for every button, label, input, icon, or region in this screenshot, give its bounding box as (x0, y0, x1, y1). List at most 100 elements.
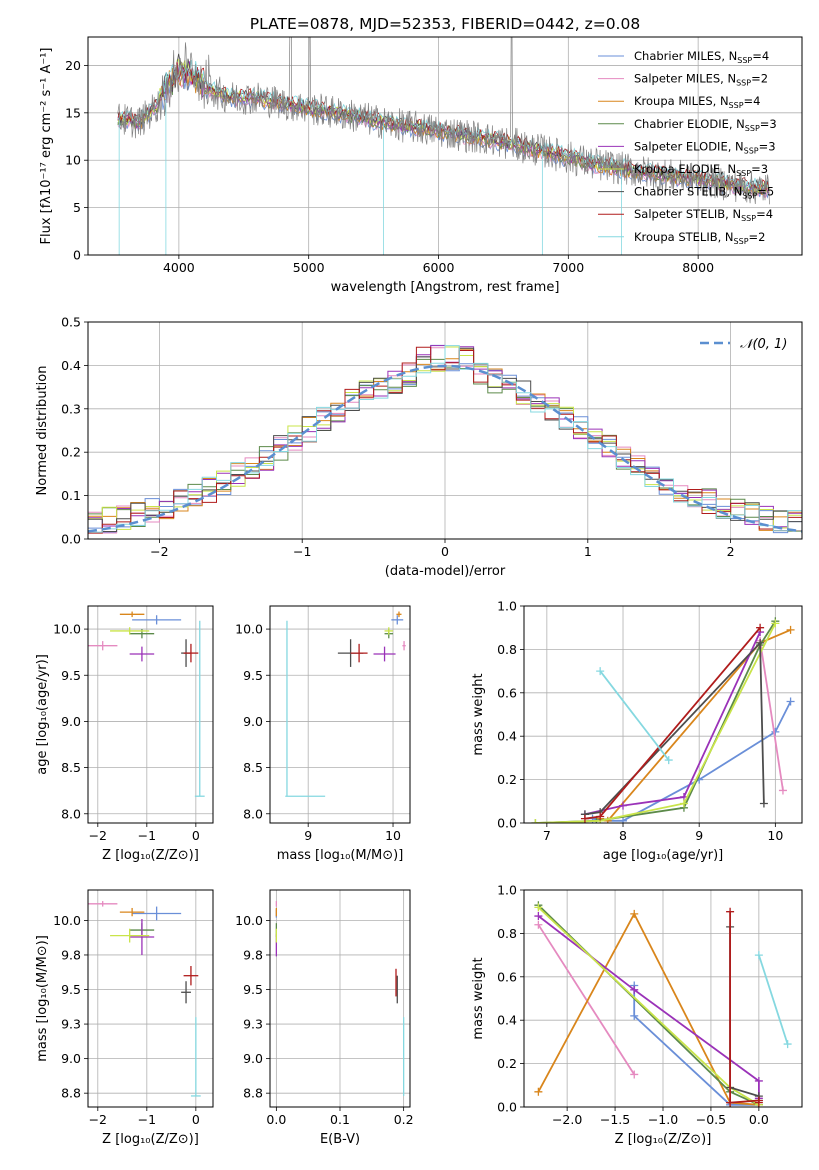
mass-weight-marker (754, 1076, 763, 1085)
mass-weight-marker (580, 814, 589, 823)
mass-weight-line (633, 985, 759, 1106)
mass-vs-Z-tick-label-y: 9.0 (61, 1051, 81, 1066)
gaussian-curve (88, 364, 802, 533)
legend-suffix: =3 (751, 162, 768, 176)
residuals-tick-label-y: 0.1 (61, 488, 81, 503)
histogram-step-line (88, 345, 802, 533)
legend-label: Salpeter STELIB, N (634, 207, 741, 221)
spectrum-model-line (117, 59, 770, 190)
legend-label: Kroupa STELIB, N (634, 230, 734, 244)
mass-vs-EBV-plot: 0.0 0.1 0.2 8.8 9.0 9.3 9.5 9.8 10.0 E(B-V) (235, 889, 414, 1147)
spectrum-tick-label-y: 20 (65, 58, 81, 73)
massweight-vs-age-tick-label-y: 0.6 (497, 685, 517, 700)
legend-suffix: =4 (752, 49, 769, 63)
massweight-vs-Z-tick-label-x: −0.5 (696, 1112, 726, 1127)
residuals-legend: 𝒩(0, 1) (700, 337, 787, 352)
mass-weight-marker (771, 619, 780, 628)
legend-entry: Chabrier STELIB, NSSP=5 (634, 185, 774, 201)
massweight-vs-age-tick-label-y: 0.0 (497, 816, 517, 831)
mass-vs-Z-ylabel: mass [log₁₀(M/M⊙)] (35, 935, 50, 1062)
mass-weight-marker (756, 623, 765, 632)
mass-vs-EBV-frame (269, 889, 411, 1108)
age-vs-mass-tick-label-y: 10.0 (235, 622, 263, 637)
massweight-vs-age-tick-label-y: 1.0 (497, 599, 517, 614)
residuals-tick-label-y: 0.0 (61, 532, 81, 547)
legend-label: Chabrier MILES, N (634, 49, 737, 63)
age-vs-mass-tick-label-x: 9 (304, 828, 312, 843)
massweight-vs-Z-frame (523, 889, 803, 1108)
legend-subscript: SSP (742, 192, 757, 201)
residuals-plot-area (88, 344, 802, 534)
mass-vs-Z-tick-label-y: 10.0 (53, 913, 81, 928)
legend-suffix: =3 (759, 139, 776, 153)
massweight-vs-age-tick-label-y: 0.4 (497, 729, 517, 744)
legend-suffix: =4 (744, 94, 761, 108)
mass-weight-marker (754, 951, 763, 960)
mass-weight-marker (534, 912, 543, 921)
massweight-vs-age-ylabel: mass weight (471, 673, 486, 755)
massweight-vs-age-xlabel: age [log₁₀(age/yr)] (603, 848, 724, 863)
spectrum-tick-label-y: 0 (73, 248, 81, 263)
mass-weight-marker (619, 801, 628, 810)
massweight-vs-Z-plot: −2.0 −1.5 −1.0 −0.5 0.0 0.0 0.2 0.4 0.6 0.8 1.0 Z [… (471, 883, 803, 1147)
massweight-vs-Z-plot-area (534, 901, 792, 1107)
massweight-vs-Z-tick-label-y: 0.0 (497, 1100, 517, 1115)
residuals-plot: −2 −1 0 1 2 0.0 0.1 0.2 0.3 0.4 0.5 (data-model)/er… (35, 315, 803, 579)
legend-entry: Chabrier ELODIE, NSSP=3 (634, 117, 777, 133)
mass-vs-Z-tick-label-y: 9.8 (61, 947, 81, 962)
spectrum-plot: 4000 5000 6000 7000 8000 0 5 10 15 20 wavelength [… (39, 36, 803, 295)
legend-suffix: =4 (756, 207, 773, 221)
age-vs-Z-tick-label-y: 8.0 (61, 806, 81, 821)
age-vs-mass-plot-area (285, 611, 406, 797)
mass-vs-Z-plot-area (88, 901, 201, 1097)
mass-weight-line (584, 631, 761, 816)
mass-vs-EBV-plot-area (275, 901, 405, 1096)
legend-label: Kroupa ELODIE, N (634, 162, 736, 176)
legend-subscript: SSP (744, 146, 759, 155)
mass-weight-marker (630, 909, 639, 918)
age-vs-Z-plot-area (88, 611, 205, 797)
mass-weight-marker (630, 1011, 639, 1020)
massweight-vs-Z-tick-label-y: 0.8 (497, 926, 517, 941)
age-vs-Z-tick-label-y: 9.0 (61, 714, 81, 729)
mass-vs-EBV-tick-label-x: 0.1 (330, 1112, 350, 1127)
spectrum-tick-label-x: 8000 (682, 260, 714, 275)
mass-weight-marker (786, 697, 795, 706)
age-vs-mass-tick-label-x: 10 (385, 828, 401, 843)
age-vs-mass-tick-label-y: 8.0 (243, 806, 263, 821)
massweight-vs-age-tick-label-y: 0.2 (497, 772, 517, 787)
mass-vs-Z-tick-label-y: 8.8 (61, 1086, 81, 1101)
age-vs-Z-frame (87, 605, 214, 824)
residuals-tick-label-x: −2 (150, 544, 168, 559)
residuals-tick-label-x: −1 (293, 544, 311, 559)
massweight-vs-Z-tick-label-y: 0.4 (497, 1013, 517, 1028)
mass-weight-line (537, 904, 760, 1106)
legend-entry: Kroupa MILES, NSSP=4 (634, 94, 760, 110)
spectrum-tick-label-y: 5 (73, 200, 81, 215)
spectrum-tick-label-y: 10 (65, 153, 81, 168)
mass-weight-line (758, 954, 789, 1045)
mass-weight-marker (630, 985, 639, 994)
legend-subscript: SSP (741, 214, 756, 223)
mass-weight-marker (596, 812, 605, 821)
spectrum-tick-label-x: 7000 (552, 260, 584, 275)
legend-suffix: =2 (749, 230, 766, 244)
legend-subscript: SSP (736, 169, 751, 178)
mass-vs-EBV-tick-label-y: 8.8 (243, 1086, 263, 1101)
massweight-vs-Z-tick-label-x: −1.0 (648, 1112, 678, 1127)
legend-entry: Chabrier MILES, NSSP=4 (634, 49, 769, 65)
age-vs-mass-xlabel: mass [log₁₀(M/M⊙)] (277, 848, 404, 863)
massweight-vs-age-tick-label-x: 9 (695, 828, 703, 843)
residuals-xlabel: (data-model)/error (385, 564, 506, 579)
mass-weight-marker (619, 816, 628, 823)
mass-weight-marker (603, 816, 612, 823)
mass-vs-Z-tick-label-x: −2 (89, 1112, 107, 1127)
mass-weight-marker (679, 799, 688, 808)
residuals-tick-label-x: 2 (727, 544, 735, 559)
residuals-tick-label-x: 1 (584, 544, 592, 559)
legend-label: Salpeter MILES, N (634, 72, 736, 86)
residuals-tick-label-y: 0.5 (61, 315, 81, 330)
figure-title: PLATE=0878, MJD=52353, FIBERID=0442, z=0… (250, 15, 640, 33)
